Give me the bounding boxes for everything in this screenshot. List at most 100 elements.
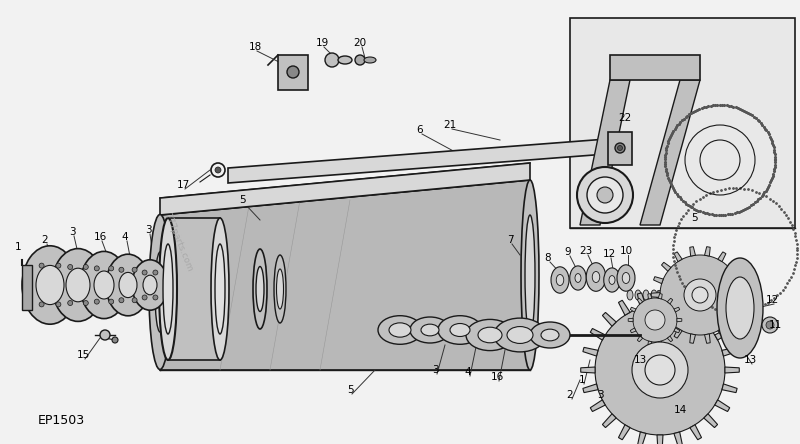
Ellipse shape — [507, 326, 533, 344]
Text: 5: 5 — [692, 213, 698, 223]
Polygon shape — [718, 252, 726, 262]
Polygon shape — [228, 138, 620, 183]
Polygon shape — [667, 298, 673, 304]
Circle shape — [109, 299, 114, 304]
Ellipse shape — [525, 215, 535, 335]
Ellipse shape — [604, 268, 620, 292]
Polygon shape — [628, 318, 633, 322]
Polygon shape — [648, 341, 652, 346]
Circle shape — [615, 143, 625, 153]
Ellipse shape — [556, 274, 564, 285]
Ellipse shape — [494, 318, 546, 352]
Ellipse shape — [277, 269, 283, 309]
Ellipse shape — [450, 324, 470, 337]
Polygon shape — [22, 265, 32, 310]
Text: 10: 10 — [619, 246, 633, 256]
Text: 13: 13 — [743, 355, 757, 365]
Circle shape — [109, 266, 114, 271]
Polygon shape — [618, 425, 630, 440]
Ellipse shape — [466, 319, 514, 351]
Text: 5: 5 — [346, 385, 354, 395]
Polygon shape — [618, 300, 630, 315]
Text: 777parts.com: 777parts.com — [162, 211, 194, 273]
Circle shape — [632, 342, 688, 398]
Polygon shape — [729, 262, 738, 271]
Ellipse shape — [635, 290, 641, 300]
Polygon shape — [630, 328, 636, 333]
Ellipse shape — [52, 249, 104, 321]
Ellipse shape — [132, 260, 168, 310]
Circle shape — [153, 295, 158, 300]
Polygon shape — [638, 298, 642, 304]
Ellipse shape — [143, 275, 157, 295]
Circle shape — [287, 66, 299, 78]
Polygon shape — [704, 313, 718, 326]
Circle shape — [94, 299, 99, 304]
Polygon shape — [590, 329, 606, 340]
Polygon shape — [690, 247, 695, 256]
Ellipse shape — [478, 327, 502, 343]
Ellipse shape — [717, 258, 763, 358]
Polygon shape — [674, 293, 682, 308]
Polygon shape — [729, 319, 738, 328]
Text: 20: 20 — [354, 38, 366, 48]
Text: 1: 1 — [14, 242, 22, 252]
Text: 14: 14 — [674, 405, 686, 415]
Polygon shape — [667, 336, 673, 342]
Ellipse shape — [163, 244, 173, 334]
Ellipse shape — [364, 57, 376, 63]
Circle shape — [660, 255, 740, 335]
Text: 12: 12 — [602, 249, 616, 259]
Polygon shape — [654, 277, 663, 284]
Circle shape — [692, 287, 708, 303]
Ellipse shape — [726, 277, 754, 339]
Polygon shape — [602, 313, 616, 326]
Circle shape — [762, 317, 778, 333]
Polygon shape — [658, 341, 662, 346]
Polygon shape — [740, 293, 749, 297]
Ellipse shape — [36, 266, 64, 305]
Ellipse shape — [66, 268, 90, 302]
Ellipse shape — [215, 244, 225, 334]
Text: 23: 23 — [579, 246, 593, 256]
Text: 3: 3 — [145, 225, 151, 235]
Text: 2: 2 — [566, 390, 574, 400]
Polygon shape — [705, 334, 710, 343]
Circle shape — [597, 187, 613, 203]
Polygon shape — [705, 247, 710, 256]
Ellipse shape — [551, 267, 569, 293]
Polygon shape — [580, 80, 630, 225]
Polygon shape — [737, 277, 746, 284]
Text: 8: 8 — [545, 253, 551, 263]
Text: EP1503: EP1503 — [38, 413, 85, 427]
Text: 3: 3 — [69, 227, 75, 237]
Ellipse shape — [256, 266, 264, 312]
Circle shape — [56, 263, 61, 268]
Ellipse shape — [438, 316, 482, 344]
Ellipse shape — [410, 317, 450, 343]
Ellipse shape — [609, 276, 615, 285]
Polygon shape — [638, 293, 646, 308]
Polygon shape — [725, 367, 739, 373]
Circle shape — [68, 301, 73, 305]
Ellipse shape — [617, 265, 635, 291]
Circle shape — [766, 321, 774, 329]
Text: 5: 5 — [240, 195, 246, 205]
Circle shape — [645, 310, 665, 330]
Circle shape — [684, 279, 716, 311]
Polygon shape — [583, 384, 598, 392]
Ellipse shape — [106, 254, 150, 316]
Polygon shape — [677, 318, 682, 322]
Text: 22: 22 — [618, 113, 632, 123]
Circle shape — [112, 337, 118, 343]
Polygon shape — [674, 307, 680, 312]
Circle shape — [83, 301, 88, 305]
Circle shape — [645, 355, 675, 385]
Ellipse shape — [651, 290, 657, 300]
Ellipse shape — [659, 290, 665, 300]
Text: 16: 16 — [490, 372, 504, 382]
Polygon shape — [160, 180, 530, 370]
Ellipse shape — [683, 290, 689, 300]
Polygon shape — [630, 307, 636, 312]
Text: 3: 3 — [597, 390, 603, 400]
